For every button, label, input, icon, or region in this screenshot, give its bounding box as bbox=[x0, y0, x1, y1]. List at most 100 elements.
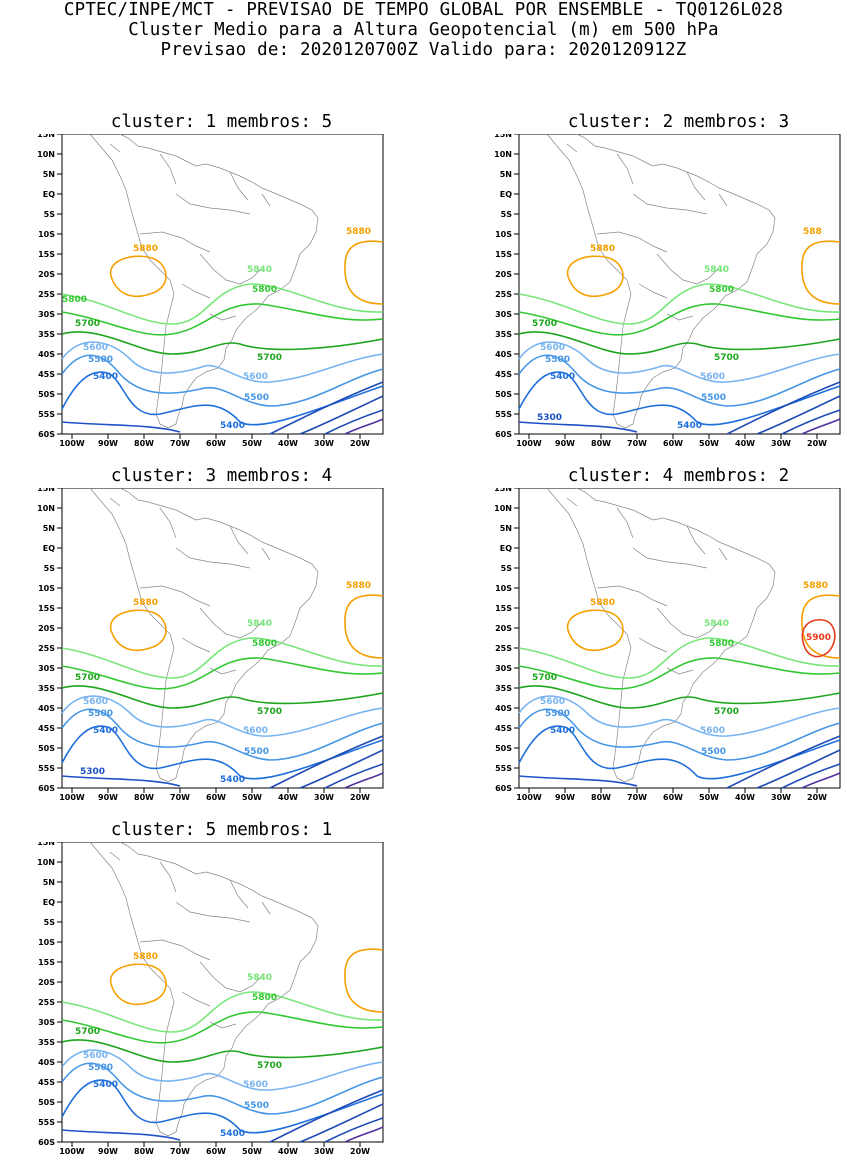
lat-label: 35S bbox=[495, 684, 512, 693]
lat-label: 50S bbox=[495, 390, 512, 399]
lon-label: 40W bbox=[278, 793, 298, 802]
lat-label: 45S bbox=[495, 724, 512, 733]
plot-frame bbox=[61, 488, 384, 789]
contour-line bbox=[109, 255, 167, 298]
contour-line bbox=[801, 418, 841, 435]
panel-title: cluster: 5 membros: 1 bbox=[110, 820, 333, 840]
contour-line bbox=[726, 735, 841, 789]
contour-line bbox=[344, 772, 384, 789]
lon-axis: 100W 90W 80W 70W 60W 50W 40W 30W 20W bbox=[516, 788, 827, 802]
contour-line bbox=[61, 708, 384, 761]
contour-line bbox=[518, 303, 841, 336]
contour-label: 5500 bbox=[545, 709, 570, 719]
lat-axis: 15N 10N 5N EQ 5S 10S 15S 20S 25S 30S 35S 40S 45S 50S 5… bbox=[494, 134, 519, 439]
contour-label: 5500 bbox=[88, 1063, 113, 1073]
lat-label: 15S bbox=[38, 604, 55, 613]
contour-line bbox=[324, 409, 384, 435]
plot-frame bbox=[61, 842, 384, 1143]
lon-label: 90W bbox=[555, 793, 575, 802]
lat-label: EQ bbox=[500, 544, 512, 553]
lat-label: 40S bbox=[38, 350, 55, 359]
lon-label: 60W bbox=[663, 439, 683, 448]
lat-label: 60S bbox=[495, 430, 512, 439]
contour-label: 5840 bbox=[704, 265, 729, 275]
lat-label: 45S bbox=[38, 724, 55, 733]
contour-label: 5840 bbox=[247, 265, 272, 275]
contour-label: 5840 bbox=[247, 973, 272, 983]
lon-label: 70W bbox=[627, 793, 647, 802]
lon-label: 20W bbox=[807, 793, 827, 802]
cluster-panel-2: cluster: 2 membros: 3 15N 10N 5N EQ 5S 10S 15S… bbox=[457, 112, 847, 462]
contour-line bbox=[61, 657, 384, 690]
lat-label: 30S bbox=[38, 310, 55, 319]
lat-label: 5N bbox=[43, 878, 55, 887]
lat-label: 20S bbox=[38, 270, 55, 279]
contour-label: 5800 bbox=[709, 285, 734, 295]
lat-label: 5S bbox=[501, 210, 513, 219]
contour-label: 5700 bbox=[75, 1027, 100, 1037]
contour-label: 5800 bbox=[252, 285, 277, 295]
lat-label: 5S bbox=[501, 564, 513, 573]
lat-label: 5N bbox=[500, 524, 512, 533]
lat-label: 55S bbox=[38, 764, 55, 773]
contour-label: 5880 bbox=[590, 244, 615, 254]
lon-label: 80W bbox=[134, 439, 154, 448]
contour-label: 5600 bbox=[243, 372, 268, 382]
contour-label: 5880 bbox=[133, 244, 158, 254]
contour-line bbox=[756, 749, 841, 789]
contour-line bbox=[61, 371, 384, 426]
contour-line bbox=[726, 381, 841, 435]
lat-label: EQ bbox=[43, 190, 55, 199]
lon-label: 100W bbox=[59, 793, 85, 802]
cluster-panel-4: cluster: 4 membros: 2 15N 10N 5N EQ 5S 10S 15S… bbox=[457, 466, 847, 816]
lat-label: 30S bbox=[38, 1018, 55, 1027]
lon-label: 90W bbox=[98, 439, 118, 448]
title-line-3: Previsao de: 2020120700Z Valido para: 20… bbox=[160, 40, 687, 60]
contour-label: 5600 bbox=[83, 697, 108, 707]
contour-line bbox=[518, 695, 841, 737]
contour-label: 5600 bbox=[540, 343, 565, 353]
contour-label: 5700 bbox=[714, 707, 739, 717]
contour-label: 5300 bbox=[537, 413, 562, 423]
lat-label: 5S bbox=[44, 918, 56, 927]
contour-label: 5500 bbox=[545, 355, 570, 365]
contour-line bbox=[61, 283, 384, 325]
lon-label: 20W bbox=[350, 793, 370, 802]
contour-label: 5700 bbox=[75, 673, 100, 683]
lon-label: 30W bbox=[314, 1147, 334, 1156]
lat-label: 20S bbox=[495, 270, 512, 279]
contour-label: 5300 bbox=[80, 767, 105, 777]
contour-label: 5400 bbox=[677, 421, 702, 431]
lon-label: 80W bbox=[591, 439, 611, 448]
contour-line bbox=[61, 1079, 384, 1134]
map-plot: 15N 10N 5N EQ 5S 10S 15S 20S 25S 30S 35S 40S 45S 50S 5… bbox=[37, 842, 384, 1156]
lat-label: EQ bbox=[500, 190, 512, 199]
contour-line bbox=[61, 1049, 384, 1091]
contour-line bbox=[61, 341, 384, 383]
contour-line bbox=[781, 763, 841, 789]
lat-label: 40S bbox=[495, 704, 512, 713]
contour-line bbox=[61, 685, 384, 709]
contour-line bbox=[801, 594, 841, 659]
contour-line bbox=[801, 772, 841, 789]
coastline bbox=[89, 134, 319, 429]
lon-label: 100W bbox=[516, 439, 542, 448]
lat-label: 10N bbox=[37, 858, 55, 867]
lat-label: 10N bbox=[37, 504, 55, 513]
lat-axis: 15N 10N 5N EQ 5S 10S 15S 20S 25S 30S 35S 40S 45S 50S 5… bbox=[494, 488, 519, 793]
lon-label: 50W bbox=[242, 1147, 262, 1156]
contour-line bbox=[61, 1011, 384, 1044]
contour-line bbox=[344, 594, 384, 659]
map-plot: 15N 10N 5N EQ 5S 10S 15S 20S 25S 30S 35S 40S 45S 50S 5… bbox=[494, 134, 841, 448]
contour-line bbox=[299, 395, 384, 435]
contour-label: 5400 bbox=[93, 372, 118, 382]
lat-label: 15N bbox=[37, 134, 55, 139]
contour-label: 5500 bbox=[701, 747, 726, 757]
lat-label: 60S bbox=[495, 784, 512, 793]
contour-line bbox=[61, 1062, 384, 1115]
contour-line bbox=[61, 695, 384, 737]
contour-line bbox=[299, 1103, 384, 1143]
lat-label: 5N bbox=[43, 170, 55, 179]
contour-line bbox=[344, 1126, 384, 1143]
lon-label: 30W bbox=[771, 793, 791, 802]
